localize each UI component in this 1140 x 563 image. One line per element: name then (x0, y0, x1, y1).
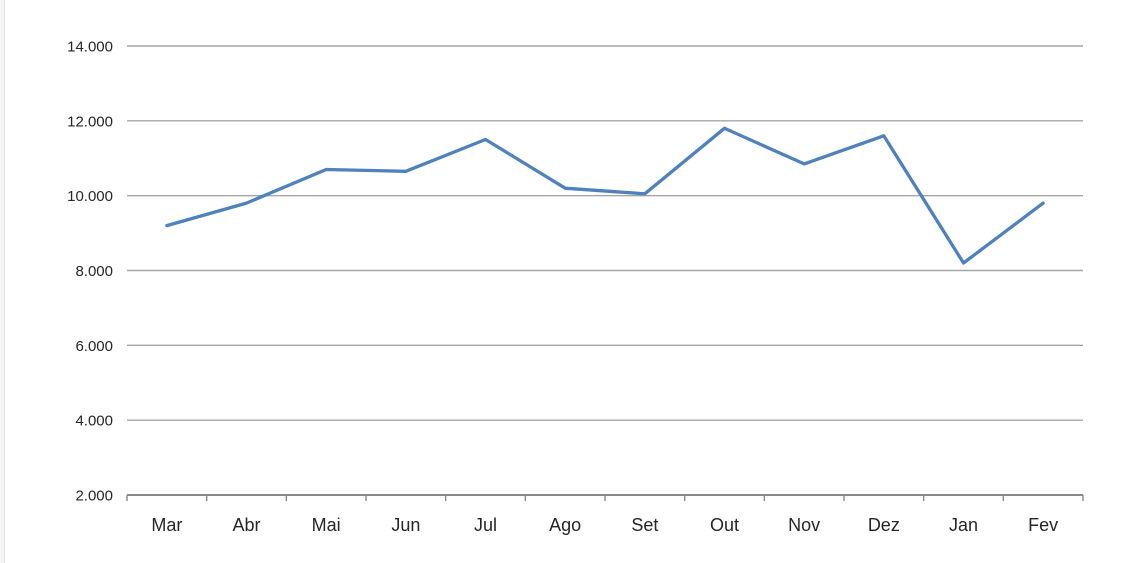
x-axis-label: Set (631, 515, 658, 535)
x-axis-label: Jan (949, 515, 978, 535)
x-axis-label: Fev (1028, 515, 1058, 535)
x-axis-label: Abr (232, 515, 260, 535)
y-axis-label: 6.000 (75, 338, 113, 355)
x-axis-label: Jul (474, 515, 497, 535)
x-axis-label: Mai (312, 515, 341, 535)
y-axis-label: 8.000 (75, 263, 113, 280)
y-axis-label: 2.000 (75, 488, 113, 505)
y-axis-label: 12.000 (67, 113, 113, 130)
data-series-line (165, 126, 1045, 265)
x-axis-label: Nov (788, 515, 820, 535)
y-axis-label: 10.000 (67, 188, 113, 205)
x-axis-label: Mar (151, 515, 182, 535)
x-axis-label: Out (710, 515, 739, 535)
x-axis-label: Jun (391, 515, 420, 535)
y-axis-label: 4.000 (75, 413, 113, 430)
x-axis-label: Ago (549, 515, 581, 535)
x-axis-label: Dez (868, 515, 900, 535)
window-left-edge (0, 0, 5, 563)
y-axis-label: 14.000 (67, 39, 113, 56)
